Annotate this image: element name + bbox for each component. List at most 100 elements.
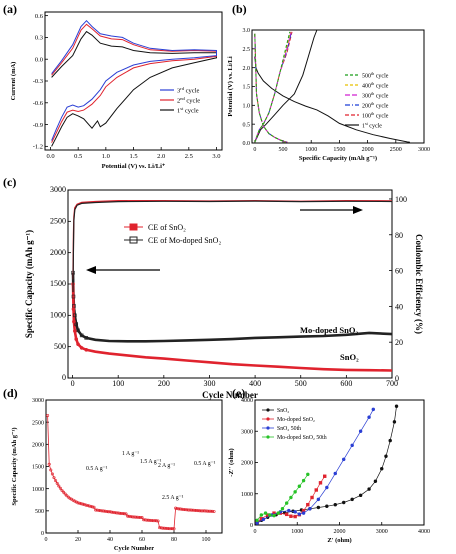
rate-point (166, 526, 170, 530)
impedance-point (301, 478, 306, 483)
rate-annotation: 1 A g⁻¹ (122, 451, 139, 457)
rate-point (183, 508, 187, 512)
y-tick-label: 1.5 (243, 85, 251, 91)
mo-doped-ce-line (72, 200, 393, 293)
x-axis-label: Potential (V) vs. Li/Li⁺ (102, 163, 166, 170)
legend-marker (266, 408, 270, 412)
rate-point (143, 518, 147, 522)
panel-label-b: (b) (232, 2, 247, 16)
rate-point (140, 515, 144, 519)
impedance-point (310, 495, 314, 500)
rate-point (126, 514, 130, 518)
rate-point (79, 502, 83, 506)
impedance-point (297, 512, 302, 516)
impedance-point (284, 512, 289, 517)
rate-point (76, 501, 80, 505)
rate-point (94, 508, 98, 512)
discharge-curve (254, 56, 410, 143)
rate-point (198, 509, 202, 513)
mo-doped-capacity-line (71, 272, 393, 343)
x-tick-label: 2000 (362, 147, 374, 153)
rate-point (63, 492, 67, 496)
y-tick-label: 0 (62, 373, 66, 382)
rate-point (47, 462, 51, 466)
impedance-point (316, 497, 321, 502)
y-tick-label: 1.0 (243, 104, 251, 110)
y-tick-label: -0.3 (33, 78, 43, 85)
rate-point (172, 527, 176, 531)
x-axis-label: Cycle Number (202, 390, 258, 400)
impedance-point (342, 500, 346, 505)
y-tick-label: -0.6 (33, 100, 44, 107)
mo-doped-capacity-point (74, 322, 79, 326)
x-tick-label: 3.0 (212, 153, 220, 160)
rate-point (78, 501, 82, 505)
rate-point (156, 519, 160, 523)
rate-point (127, 514, 131, 518)
rate-point (100, 509, 104, 513)
sno2-capacity-point (72, 319, 76, 324)
rate-point (57, 484, 61, 488)
y-tick-label: 500 (54, 342, 66, 351)
rate-point (207, 509, 211, 513)
impedance-point (308, 507, 312, 511)
rate-point (210, 509, 214, 513)
rate-point (190, 508, 194, 512)
y2-tick-label: 40 (395, 302, 403, 311)
rate-annotation: 0.5 A g⁻¹ (194, 461, 216, 467)
y-axis-label: Specific Capacity (mAh g⁻¹) (24, 230, 34, 338)
rate-point (130, 515, 134, 519)
rate-point (87, 504, 91, 508)
rate-point (146, 518, 150, 522)
panel-label-d: (d) (3, 386, 18, 400)
rate-point (81, 502, 85, 506)
impedance-point (297, 484, 302, 488)
x-tick-label: 3000 (418, 147, 430, 153)
rate-annotation: 1.5 A g⁻¹ (140, 459, 162, 465)
panel-label-a: (a) (3, 2, 17, 16)
sno2-capacity-point (74, 337, 79, 341)
x-tick-label: 2500 (390, 147, 402, 153)
rate-annotation: 2.5 A g⁻¹ (162, 495, 184, 501)
rate-point (111, 510, 115, 514)
charge-curve (254, 31, 291, 143)
rate-point (54, 479, 58, 483)
rate-point (154, 519, 158, 523)
y-tick-label: 3000 (241, 429, 253, 435)
impedance-point (367, 415, 371, 419)
annotation-mo-doped: Mo-doped SnO₂ (300, 325, 358, 335)
impedance-point (333, 471, 337, 476)
y-tick-label: 0.3 (35, 35, 43, 42)
x-tick-label: 80 (171, 537, 177, 543)
plot-frame (44, 11, 223, 151)
rate-point (188, 508, 192, 512)
impedance-point (318, 481, 323, 485)
impedance-point (371, 407, 375, 412)
x-tick-label: 20 (75, 537, 81, 543)
rate-point (103, 509, 107, 513)
rate-point (60, 488, 64, 492)
legend-label: SnO₂ (277, 408, 289, 414)
rate-point (137, 515, 141, 519)
x-tick-label: 1000 (305, 147, 317, 153)
y-tick-label: 0.5 (243, 122, 251, 128)
x-tick-label: 0 (254, 529, 257, 535)
rate-point (49, 468, 53, 472)
rate-point (121, 511, 125, 515)
y-axis-label: Specific Capacity (mAh g⁻¹) (11, 427, 18, 505)
y2-tick-label: 80 (395, 231, 403, 240)
x-tick-label: 2.5 (185, 153, 193, 160)
legend-label: 300th cycle (362, 91, 389, 100)
impedance-point (263, 511, 268, 515)
rate-point (206, 509, 210, 513)
rate-point (199, 509, 203, 513)
rate-point (177, 507, 181, 511)
y2-tick-label: 0 (395, 374, 399, 383)
legend-label-mo-doped: CE of Mo-doped SnO₂ (148, 236, 221, 245)
rate-point (209, 509, 213, 513)
rate-point (106, 510, 110, 514)
x-tick-label: 60 (139, 537, 145, 543)
sno2-capacity-point (84, 347, 89, 352)
rate-point (194, 508, 198, 512)
